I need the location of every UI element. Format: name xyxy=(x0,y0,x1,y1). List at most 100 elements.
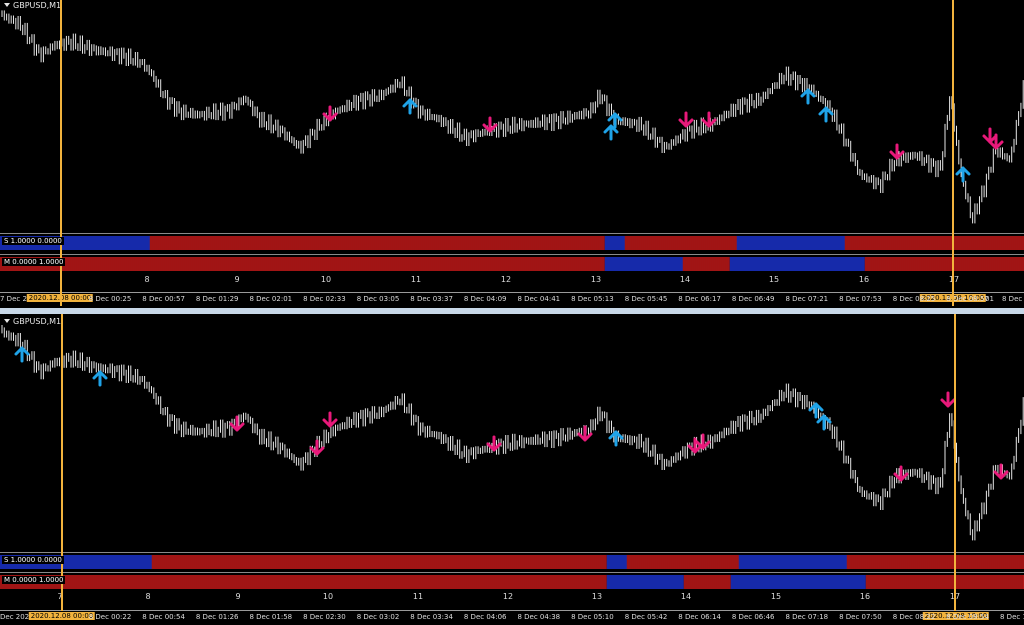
sell-arrow-icon[interactable] xyxy=(993,463,1009,480)
time-label: 8 Dec 07:50 xyxy=(839,613,882,621)
bear-block xyxy=(866,575,1024,589)
top-vertical-line-left[interactable] xyxy=(60,0,62,306)
sell-arrow-icon[interactable] xyxy=(988,133,1004,150)
sell-arrow-icon[interactable] xyxy=(982,127,998,144)
buy-arrow-icon[interactable] xyxy=(808,402,824,419)
time-label: 8 Dec 00:54 xyxy=(142,613,185,621)
sell-arrow-icon[interactable] xyxy=(229,415,245,432)
time-label: 8 Dec 05:13 xyxy=(571,295,614,303)
sell-arrow-icon[interactable] xyxy=(701,111,717,128)
bottom-indicator-s[interactable]: S 1.0000 0.0000 xyxy=(0,552,1024,570)
top-time-right: 8 Dec 1 xyxy=(1002,295,1024,303)
time-label: 8 Dec 08:22 xyxy=(892,613,936,621)
sell-arrow-icon[interactable] xyxy=(577,425,593,442)
bottom-price-chart[interactable] xyxy=(0,314,1024,550)
sell-arrow-icon[interactable] xyxy=(322,105,338,122)
bottom-indicator-m[interactable]: M 0.0000 1.0000 xyxy=(0,572,1024,590)
time-label: 8 Dec 03:05 xyxy=(356,295,400,303)
tick-number: 12 xyxy=(500,275,512,284)
time-label: 8 Dec 06:49 xyxy=(731,295,775,303)
sell-arrow-icon[interactable] xyxy=(889,143,905,160)
time-label: 8 Dec 00:22 xyxy=(88,613,132,621)
sell-arrow-icon[interactable] xyxy=(940,391,956,408)
top-chart-pane[interactable]: GBPUSD,M1 S 1.0000 0.0000 M 0.0000 1.000… xyxy=(0,0,1024,312)
buy-arrow-icon[interactable] xyxy=(955,166,971,183)
bottom-indicator-s-label: S 1.0000 0.0000 xyxy=(2,556,64,564)
top-vertical-line-right[interactable] xyxy=(952,0,954,306)
tick-number: 13 xyxy=(591,592,603,601)
bottom-vertical-line-right[interactable] xyxy=(954,314,956,611)
tick-number: 8 xyxy=(145,592,151,601)
buy-arrow-icon[interactable] xyxy=(608,430,624,447)
bull-block xyxy=(605,257,683,271)
time-label: 8 Dec 06:14 xyxy=(678,613,721,621)
bottom-indicator-s-blocks xyxy=(0,555,1024,569)
bottom-time-highlight-left: 2020.12.08 00:00 xyxy=(28,612,96,620)
bottom-indicator-m-blocks xyxy=(0,575,1024,589)
sell-arrow-icon[interactable] xyxy=(695,433,711,450)
sell-arrow-icon[interactable] xyxy=(309,439,325,456)
top-indicator-s[interactable]: S 1.0000 0.0000 xyxy=(0,233,1024,251)
buy-arrow-icon[interactable] xyxy=(92,370,108,387)
time-label: 8 Dec 02:33 xyxy=(303,295,346,303)
time-label: 8 Dec 05:42 xyxy=(624,613,668,621)
time-label: 8 Dec 07:53 xyxy=(839,295,882,303)
bottom-chart-pane[interactable]: GBPUSD,M1 S 1.0000 0.0000 M 0.0000 1.000… xyxy=(0,314,1024,625)
time-label: 8 Dec 08:25 xyxy=(892,295,936,303)
time-label: 8 Dec 04:09 xyxy=(463,295,507,303)
top-price-chart[interactable] xyxy=(0,0,1024,230)
tick-number: 17 xyxy=(948,275,960,284)
buy-arrow-icon[interactable] xyxy=(800,88,816,105)
pane-separator[interactable] xyxy=(0,308,1024,314)
tick-number: 15 xyxy=(770,592,782,601)
tick-number: 10 xyxy=(320,275,332,284)
tick-number: 7 xyxy=(57,592,63,601)
bear-block xyxy=(847,555,1024,569)
buy-arrow-icon[interactable] xyxy=(402,98,418,115)
tick-number: 14 xyxy=(680,592,692,601)
bottom-time-left: Dec 2020 xyxy=(0,613,34,621)
time-label: 8 Dec 04:41 xyxy=(517,295,561,303)
bottom-time-axis: Dec 2020 2020.12.08 00:00 2020.12.08 10:… xyxy=(0,610,1024,625)
dropdown-triangle-icon[interactable] xyxy=(4,319,10,323)
tick-number: 12 xyxy=(502,592,514,601)
time-label: 8 Dec 03:34 xyxy=(410,613,453,621)
tick-number: 16 xyxy=(858,275,870,284)
sell-arrow-icon[interactable] xyxy=(322,411,338,428)
time-label: 8 Dec 04:38 xyxy=(517,613,561,621)
time-label: 8 Dec 06:46 xyxy=(731,613,775,621)
time-label: 8 Dec 03:02 xyxy=(356,613,400,621)
sell-arrow-icon[interactable] xyxy=(893,465,909,482)
top-indicator-m-blocks xyxy=(0,257,1024,271)
time-label: 8 Dec 02:30 xyxy=(303,613,346,621)
time-label: 8 Dec 04:06 xyxy=(463,613,507,621)
top-time-axis: 7 Dec 202 2020.12.08 00:00 2020.12.08 10… xyxy=(0,292,1024,307)
bottom-vertical-line-left[interactable] xyxy=(61,314,63,611)
bottom-symbol-label: GBPUSD,M1 xyxy=(4,317,61,326)
top-indicator-m[interactable]: M 0.0000 1.0000 xyxy=(0,254,1024,272)
tick-number: 9 xyxy=(234,275,240,284)
buy-arrow-icon[interactable] xyxy=(818,106,834,123)
tick-number: 11 xyxy=(412,592,424,601)
time-label: 8 Dec 01:58 xyxy=(249,613,293,621)
time-label: 8 Dec 03:37 xyxy=(410,295,453,303)
bottom-tick-numbers: 7891011121314151617 xyxy=(0,592,1024,608)
sell-arrow-icon[interactable] xyxy=(486,435,502,452)
tick-number: 15 xyxy=(768,275,780,284)
buy-arrow-icon[interactable] xyxy=(816,414,832,431)
time-label: 8 Dec 06:17 xyxy=(678,295,721,303)
top-indicator-m-label: M 0.0000 1.0000 xyxy=(2,258,66,266)
time-label: 8 Dec 05:45 xyxy=(624,295,668,303)
top-symbol-text: GBPUSD,M1 xyxy=(13,1,62,10)
time-label: 8 Dec 01:29 xyxy=(195,295,239,303)
buy-arrow-icon[interactable] xyxy=(607,112,623,129)
time-label: 8 Dec 08:54 xyxy=(946,613,989,621)
sell-arrow-icon[interactable] xyxy=(678,111,694,128)
buy-arrow-icon[interactable] xyxy=(14,346,30,363)
buy-arrow-icon[interactable] xyxy=(603,124,619,141)
time-label: 8 Dec 08:57 xyxy=(946,295,989,303)
sell-arrow-icon[interactable] xyxy=(482,116,498,133)
dropdown-triangle-icon[interactable] xyxy=(4,3,10,7)
bottom-time-right: 8 Dec 1 xyxy=(1000,613,1024,621)
time-label: 8 Dec 05:10 xyxy=(571,613,614,621)
